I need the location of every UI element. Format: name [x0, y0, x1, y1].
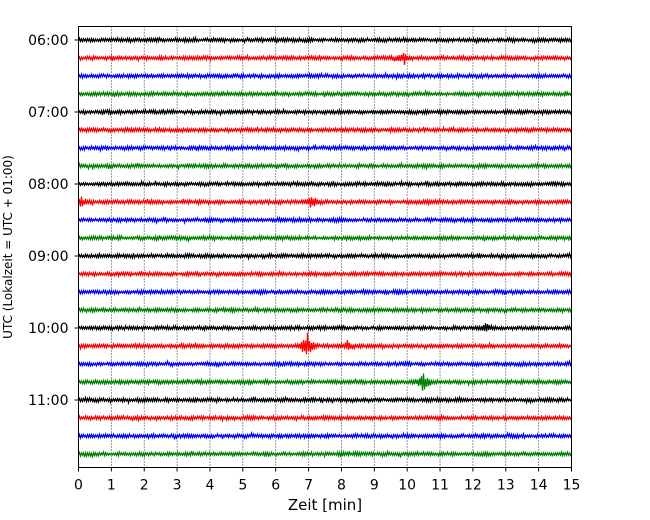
trace-0915 [77, 269, 573, 279]
trace-1045 [77, 373, 573, 391]
trace-0930 [77, 287, 573, 297]
x-tick-label: 9 [370, 478, 379, 494]
trace-1030 [77, 358, 573, 369]
x-tick-label: 10 [398, 478, 416, 494]
x-axis-label: Zeit [min] [288, 496, 362, 514]
trace-0730 [77, 143, 573, 154]
y-axis-label: UTC (Lokalzeit = UTC + 01:00) [1, 155, 15, 339]
y-tick-label: 09:00 [28, 249, 68, 265]
trace-1015 [77, 332, 573, 355]
x-tick-label: 12 [464, 478, 482, 494]
x-tick-label: 2 [140, 478, 149, 494]
trace-0645 [77, 88, 573, 100]
trace-0830 [77, 215, 573, 226]
trace-0615 [77, 52, 573, 65]
trace-1100 [77, 395, 573, 406]
trace-0630 [77, 70, 573, 81]
x-tick-label: 14 [530, 478, 548, 494]
trace-0745 [77, 161, 573, 171]
plot-frame [78, 26, 572, 468]
trace-0600 [77, 35, 573, 45]
trace-0815 [77, 196, 573, 208]
trace-1115 [77, 413, 573, 423]
plot-area-background [78, 26, 572, 468]
trace-1145 [77, 449, 573, 460]
y-tick-label: 06:00 [28, 33, 68, 49]
x-tick-label: 5 [238, 478, 247, 494]
trace-0715 [77, 125, 573, 135]
seismic-traces [77, 35, 573, 460]
x-tick-label: 13 [497, 478, 515, 494]
trace-1130 [77, 430, 573, 441]
x-tick-label: 6 [271, 478, 280, 494]
x-tick-label: 8 [337, 478, 346, 494]
x-tick-label: 4 [206, 478, 215, 494]
trace-0845 [77, 233, 573, 244]
trace-0900 [77, 250, 573, 262]
y-tick-label: 11:00 [28, 393, 68, 409]
trace-0700 [77, 107, 573, 118]
x-tick-label: 7 [304, 478, 313, 494]
x-tick-label: 0 [74, 478, 83, 494]
trace-1000 [77, 323, 573, 333]
x-tick-label: 3 [173, 478, 182, 494]
trace-0800 [77, 179, 573, 189]
y-tick-label: 08:00 [28, 177, 68, 193]
y-tick-label: 07:00 [28, 105, 68, 121]
x-tick-label: 15 [563, 478, 581, 494]
x-tick-label: 11 [431, 478, 449, 494]
x-tick-label: 1 [107, 478, 116, 494]
x-axis-ticks: 0 1 2 3 4 5 6 7 8 9 10 11 12 13 14 15 [74, 467, 581, 494]
trace-0945 [77, 305, 573, 315]
y-tick-label: 10:00 [28, 321, 68, 337]
y-axis-ticks: 06:00 07:00 08:00 09:00 10:00 11:00 [28, 33, 79, 409]
